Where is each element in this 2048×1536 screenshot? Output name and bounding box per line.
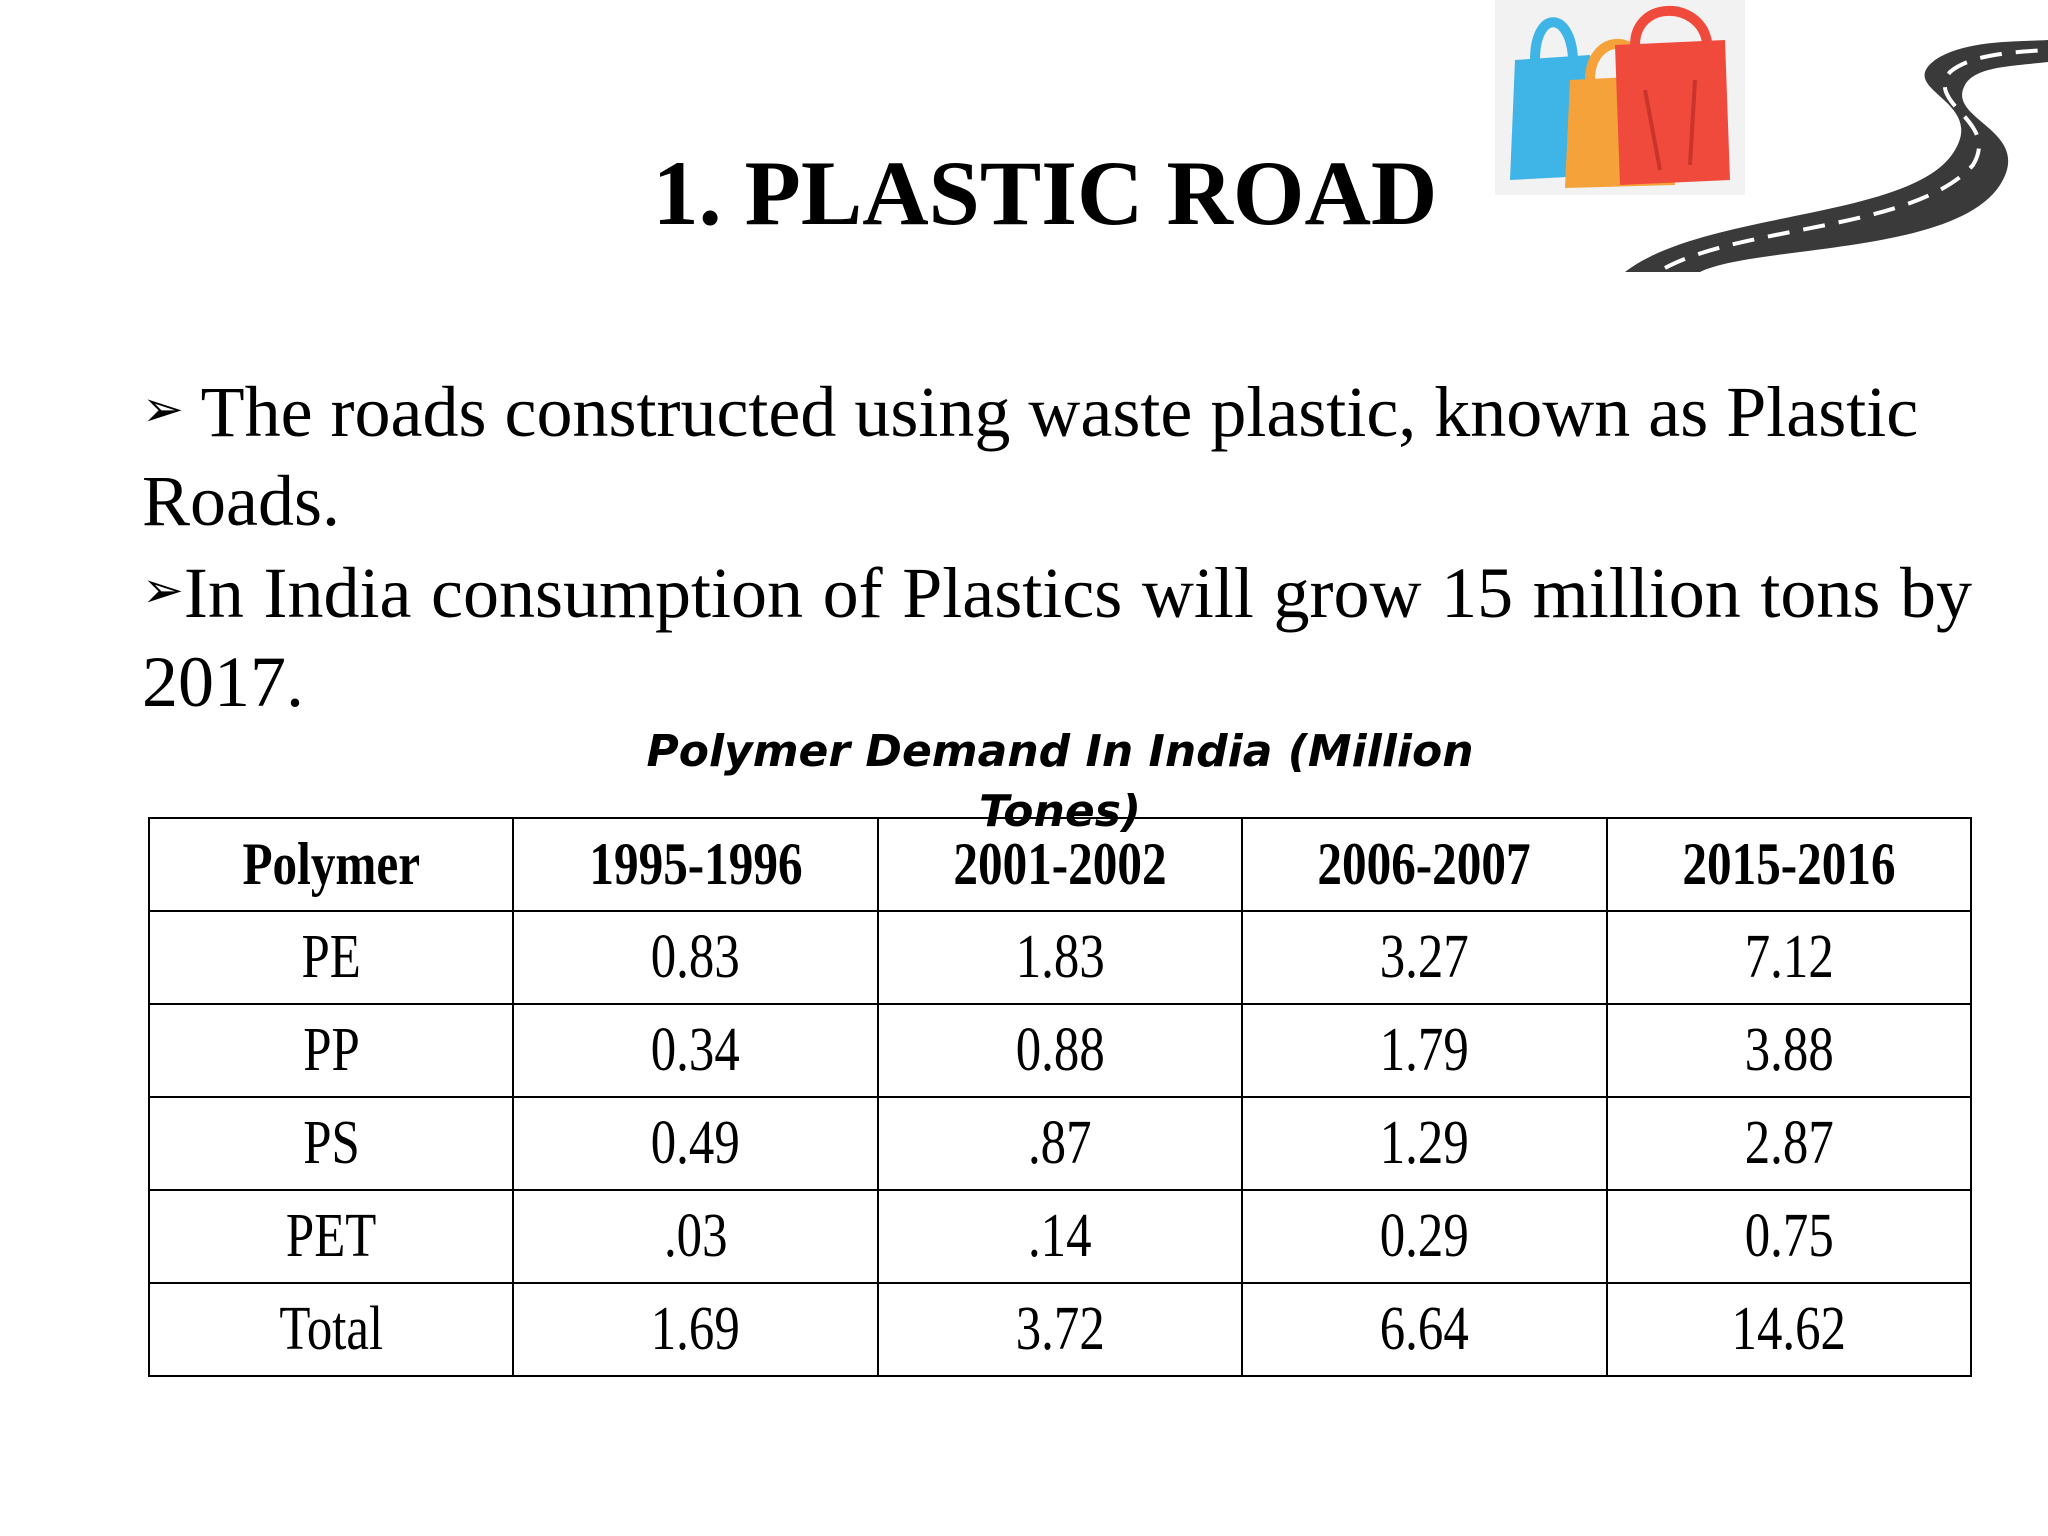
winding-road-icon	[1625, 40, 2048, 272]
column-header: 2006-2007	[1241, 817, 1608, 912]
table-cell: 7.12	[1605, 910, 1973, 1005]
table-cell: 1.69	[512, 1282, 879, 1377]
polymer-demand-table: Polymer 1995-1996 2001-2002 2006-2007 20…	[147, 817, 1973, 1377]
table-cell: 3.88	[1605, 1003, 1973, 1098]
table-row: PP 0.34 0.88 1.79 3.88	[147, 1003, 1973, 1098]
table-cell: Total	[147, 1282, 515, 1377]
table-row-total: Total 1.69 3.72 6.64 14.62	[147, 1282, 1973, 1377]
table-cell: 1.83	[876, 910, 1244, 1005]
table-cell: 6.64	[1241, 1282, 1608, 1377]
table-cell: 0.29	[1241, 1189, 1608, 1284]
column-header: 2015-2016	[1605, 817, 1973, 912]
column-header: 2001-2002	[876, 817, 1244, 912]
bullet-text: In India consumption of Plastics will gr…	[142, 553, 1972, 722]
table-cell: 1.29	[1241, 1096, 1608, 1191]
table-cell: PE	[147, 910, 515, 1005]
column-header: Polymer	[147, 817, 515, 912]
table-cell: 0.75	[1605, 1189, 1973, 1284]
table-cell: 0.83	[512, 910, 879, 1005]
table-row: PS 0.49 .87 1.29 2.87	[147, 1096, 1973, 1191]
bullet-item-consumption: ➢In India consumption of Plastics will g…	[142, 546, 1972, 727]
slide-title: 1. PLASTIC ROAD	[652, 142, 1438, 244]
table-cell: .87	[876, 1096, 1244, 1191]
table-cell: PP	[147, 1003, 515, 1098]
table-row: PET .03 .14 0.29 0.75	[147, 1189, 1973, 1284]
arrow-bullet-icon: ➢	[142, 561, 184, 619]
table-row: PE 0.83 1.83 3.27 7.12	[147, 910, 1973, 1005]
column-header: 1995-1996	[512, 817, 879, 912]
table-cell: 14.62	[1605, 1282, 1973, 1377]
table-cell: 3.72	[876, 1282, 1244, 1377]
plastic-bags-icon	[1495, 0, 1745, 195]
bullet-list: ➢ The roads constructed using waste plas…	[142, 365, 1972, 727]
bullet-text: The roads constructed using waste plasti…	[142, 372, 1919, 541]
table-cell: 1.79	[1241, 1003, 1608, 1098]
table-cell: 0.34	[512, 1003, 879, 1098]
table-cell: 0.88	[876, 1003, 1244, 1098]
table-cell: .14	[876, 1189, 1244, 1284]
table-header-row: Polymer 1995-1996 2001-2002 2006-2007 20…	[147, 817, 1973, 912]
arrow-bullet-icon: ➢	[142, 380, 184, 438]
table-cell: PET	[147, 1189, 515, 1284]
table-cell: .03	[512, 1189, 879, 1284]
plastic-road-illustration	[1495, 0, 2048, 272]
table-cell: 2.87	[1605, 1096, 1973, 1191]
table-cell: 3.27	[1241, 910, 1608, 1005]
bullet-item-plastic-roads: ➢ The roads constructed using waste plas…	[142, 365, 1972, 546]
table-cell: 0.49	[512, 1096, 879, 1191]
table-cell: PS	[147, 1096, 515, 1191]
